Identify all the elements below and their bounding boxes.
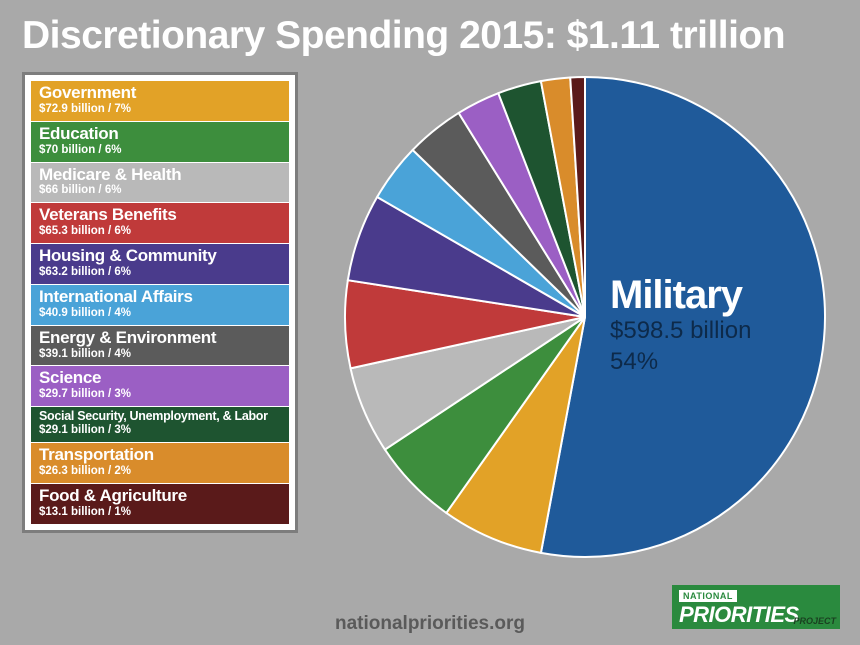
legend-amount: $13.1 billion / 1% [39,505,281,520]
legend-row: Transportation$26.3 billion / 2% [31,443,289,483]
legend-amount: $29.7 billion / 3% [39,387,281,402]
legend-row: Social Security, Unemployment, & Labor$2… [31,407,289,442]
legend-label: Medicare & Health [39,166,281,184]
legend-row: Government$72.9 billion / 7% [31,81,289,121]
legend-row: Energy & Environment$39.1 billion / 4% [31,326,289,366]
major-slice-label: Military $598.5 billion 54% [610,275,840,377]
legend-amount: $72.9 billion / 7% [39,102,281,117]
legend-label: Energy & Environment [39,329,281,347]
legend-row: Science$29.7 billion / 3% [31,366,289,406]
npp-logo: NATIONAL PRIORITIES PROJECT [672,585,840,629]
legend-row: Veterans Benefits$65.3 billion / 6% [31,203,289,243]
legend-row: Medicare & Health$66 billion / 6% [31,163,289,203]
legend-label: Transportation [39,446,281,464]
legend-label: Social Security, Unemployment, & Labor [39,410,281,423]
legend-amount: $65.3 billion / 6% [39,224,281,239]
legend-row: International Affairs$40.9 billion / 4% [31,285,289,325]
legend-row: Food & Agriculture$13.1 billion / 1% [31,484,289,524]
legend-row: Education$70 billion / 6% [31,122,289,162]
legend-amount: $29.1 billion / 3% [39,423,281,438]
legend-amount: $70 billion / 6% [39,143,281,158]
legend-label: Government [39,84,281,102]
major-percent: 54% [610,348,840,377]
legend-amount: $63.2 billion / 6% [39,265,281,280]
legend-amount: $39.1 billion / 4% [39,347,281,362]
legend-label: Food & Agriculture [39,487,281,505]
major-amount: $598.5 billion [610,317,840,346]
legend-amount: $66 billion / 6% [39,183,281,198]
legend-amount: $26.3 billion / 2% [39,464,281,479]
legend-label: Housing & Community [39,247,281,265]
legend-label: Science [39,369,281,387]
major-title: Military [610,275,840,315]
legend-label: Education [39,125,281,143]
legend-box: Government$72.9 billion / 7%Education$70… [22,72,298,533]
logo-main: PRIORITIES [679,602,799,628]
legend-amount: $40.9 billion / 4% [39,306,281,321]
logo-top: NATIONAL [679,590,737,602]
page-title: Discretionary Spending 2015: $1.11 trill… [0,0,860,58]
legend-label: Veterans Benefits [39,206,281,224]
logo-sub: PROJECT [793,616,836,626]
legend-row: Housing & Community$63.2 billion / 6% [31,244,289,284]
legend-label: International Affairs [39,288,281,306]
